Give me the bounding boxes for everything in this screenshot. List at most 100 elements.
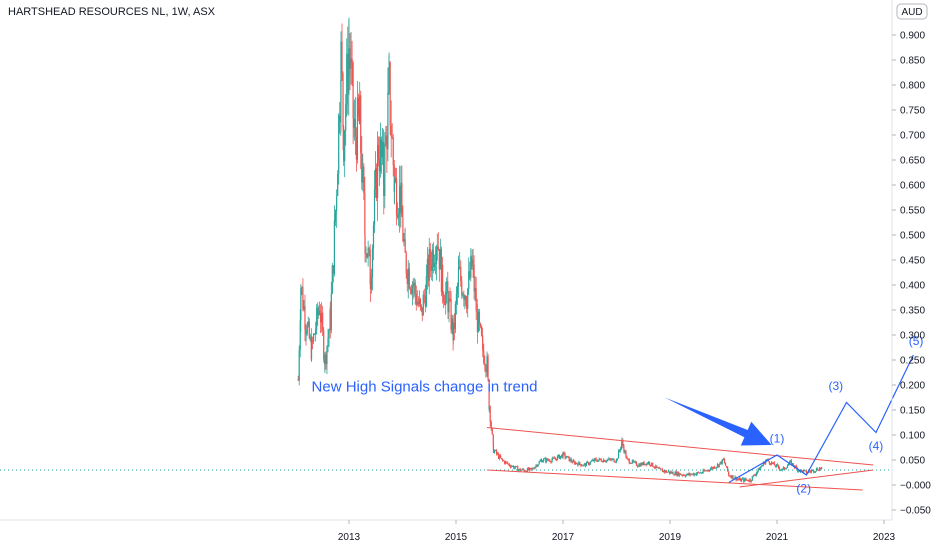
candle-body xyxy=(365,253,367,255)
candle xyxy=(326,345,328,375)
candle xyxy=(527,466,530,471)
candle xyxy=(593,458,595,462)
candle-body xyxy=(513,465,515,469)
candle xyxy=(308,318,310,340)
candle-body xyxy=(629,463,631,464)
candle-body xyxy=(550,461,552,463)
candle-body xyxy=(310,340,313,360)
candle xyxy=(548,458,550,462)
candle-body xyxy=(562,452,564,458)
candle-body xyxy=(313,334,315,342)
candle xyxy=(439,238,441,270)
candle-body xyxy=(634,461,637,463)
candle-body xyxy=(547,458,549,461)
candle-body xyxy=(501,458,504,461)
candle-body xyxy=(630,463,632,464)
candle xyxy=(700,472,703,474)
candle-body xyxy=(653,466,655,468)
candle-body xyxy=(406,273,408,284)
candle xyxy=(774,464,776,468)
candle xyxy=(585,461,588,467)
candle-body xyxy=(533,468,535,470)
candle-body xyxy=(809,471,812,473)
candle xyxy=(460,260,462,287)
candle-body xyxy=(391,136,393,138)
candle xyxy=(564,452,566,460)
candle-body xyxy=(644,463,646,465)
candle xyxy=(805,470,807,472)
candle-body xyxy=(503,460,506,464)
candle xyxy=(380,136,383,174)
candle-body xyxy=(414,282,416,294)
candle xyxy=(667,470,670,473)
time-axis[interactable]: 2013 2015 2017 2019 2021 2023 xyxy=(338,520,896,543)
trendline[interactable] xyxy=(487,469,863,491)
candle xyxy=(297,375,299,382)
candle-body xyxy=(374,168,377,190)
y-tick-label: 0.500 xyxy=(900,231,925,242)
candle xyxy=(519,467,521,472)
candle xyxy=(777,464,780,470)
candle-body xyxy=(643,462,645,465)
candle xyxy=(344,129,346,178)
candle xyxy=(440,246,442,297)
candle-body xyxy=(421,307,423,316)
candle-body xyxy=(750,480,752,482)
y-tick-label: 0.450 xyxy=(900,256,925,267)
candle-body xyxy=(761,465,763,467)
candle xyxy=(717,464,719,468)
candle-body xyxy=(314,334,316,335)
candle-body xyxy=(477,311,480,333)
candle xyxy=(771,462,774,465)
candle xyxy=(521,468,523,471)
candle-body xyxy=(814,471,817,472)
candle-body xyxy=(429,248,431,265)
trend-arrow[interactable] xyxy=(664,397,772,446)
candle-body xyxy=(797,470,799,472)
candle-body xyxy=(339,115,341,123)
candle-body xyxy=(323,330,325,360)
candle-body xyxy=(690,474,692,476)
candle xyxy=(423,288,425,304)
candle xyxy=(298,345,300,386)
candle xyxy=(332,265,334,283)
candle xyxy=(426,247,428,290)
candle xyxy=(471,249,473,270)
candle xyxy=(711,466,713,470)
candle-body xyxy=(527,468,530,471)
candle xyxy=(634,460,637,464)
candle xyxy=(776,463,779,467)
trendline[interactable] xyxy=(739,469,874,488)
candle xyxy=(688,471,690,477)
candle xyxy=(534,466,536,470)
candle xyxy=(721,459,723,465)
candle-body xyxy=(541,459,543,463)
candle-body xyxy=(728,471,730,475)
candle xyxy=(720,460,722,465)
candle xyxy=(754,473,756,477)
wave-label: (4) xyxy=(869,439,884,453)
candle-body xyxy=(696,472,698,474)
candle xyxy=(544,457,546,460)
chart-title: HARTSHEAD RESOURCES NL, 1W, ASX xyxy=(8,6,216,18)
candle xyxy=(646,462,648,466)
trendline[interactable] xyxy=(486,427,874,466)
candle xyxy=(693,472,695,477)
currency-badge[interactable]: AUD xyxy=(896,3,928,20)
candle-body xyxy=(449,298,451,300)
candle xyxy=(768,461,770,466)
candle-body xyxy=(390,125,392,137)
candle xyxy=(652,462,654,467)
candle xyxy=(311,336,314,350)
candle xyxy=(641,462,643,466)
candle-body xyxy=(564,453,566,458)
candle-body xyxy=(707,469,709,471)
candle-body xyxy=(525,470,527,472)
wave-path[interactable] xyxy=(728,354,914,484)
candle-body xyxy=(375,168,378,199)
candle-body xyxy=(303,306,305,310)
candle-body xyxy=(475,288,477,311)
candle xyxy=(592,458,594,462)
price-axis[interactable]: 0.900 0.850 0.800 0.750 0.700 0.650 0.600 0.550… xyxy=(892,31,931,517)
candle-body xyxy=(785,467,788,469)
